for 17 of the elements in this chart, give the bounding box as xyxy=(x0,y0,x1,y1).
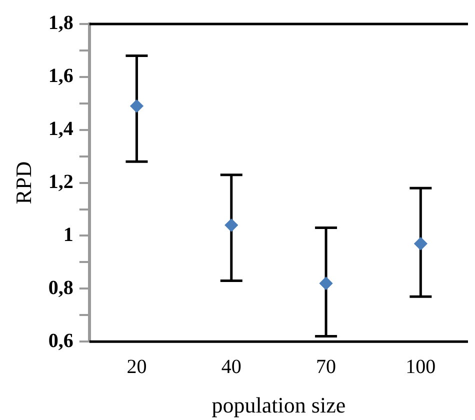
y-tick-label: 1,2 xyxy=(48,170,74,193)
y-tick-label: 1,6 xyxy=(48,65,74,88)
y-tick-label: 0,6 xyxy=(48,330,74,352)
point xyxy=(414,237,428,250)
point xyxy=(130,100,144,113)
point xyxy=(224,218,238,232)
y-axis-title: RPD xyxy=(10,161,36,204)
y-tick-label: 1 xyxy=(63,224,74,246)
y-tick-label: 0,8 xyxy=(48,276,74,299)
x-tick-label: 40 xyxy=(221,356,242,378)
x-tick-label: 100 xyxy=(406,356,436,378)
point xyxy=(320,276,333,290)
x-tick-label: 20 xyxy=(126,356,147,378)
y-tick-label: 1,8 xyxy=(48,12,74,34)
y-tick-label: 1,4 xyxy=(48,118,74,140)
x-axis-title: population size xyxy=(212,392,346,418)
x-tick-label: 70 xyxy=(316,356,336,378)
